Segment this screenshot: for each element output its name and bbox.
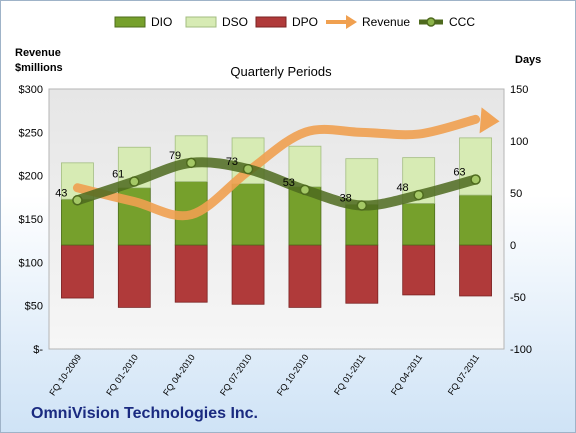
ccc-data-label: 61	[112, 169, 124, 181]
ccc-data-label: 43	[55, 187, 67, 199]
dpo-bar	[61, 244, 94, 299]
dso-bar	[288, 145, 322, 188]
dpo-bar	[345, 244, 379, 304]
left-axis-title-line2: $millions	[15, 62, 63, 74]
x-axis-ticks: FQ 10-2009 FQ 01-2010 FQ 04-2010 FQ 07-2010…	[47, 352, 481, 397]
dio-bar	[345, 204, 379, 246]
dpo-bar	[231, 244, 265, 305]
right-tick-label: -50	[510, 292, 526, 304]
dio-bar	[402, 202, 436, 246]
lines-group: 43 61 79 73 53 38 48 63	[55, 107, 500, 221]
right-tick-label: 100	[510, 136, 528, 148]
x-category-label: FQ 01-2010	[104, 352, 140, 397]
legend-revenue-arrow-icon	[326, 15, 357, 29]
x-category-label: FQ 07-2011	[446, 352, 481, 397]
right-tick-label: -100	[510, 344, 532, 356]
left-tick-label: $100	[19, 257, 43, 269]
right-tick-label: 0	[510, 240, 516, 252]
revenue-arrowhead	[479, 107, 500, 134]
ccc-point	[72, 195, 83, 206]
dio-bar	[231, 183, 265, 246]
dpo-bar	[117, 244, 151, 308]
legend-dso-label: DSO	[222, 15, 248, 29]
left-tick-label: $-	[33, 344, 43, 356]
ccc-point	[129, 176, 140, 187]
left-axis-title-line1: Revenue	[15, 47, 61, 59]
ccc-point	[299, 184, 311, 196]
ccc-data-label: 79	[169, 150, 181, 162]
legend-dio-swatch	[114, 16, 146, 28]
legend-revenue-label: Revenue	[362, 15, 410, 29]
ccc-point	[185, 157, 197, 169]
dpo-bar	[459, 244, 492, 297]
dio-bar	[459, 194, 492, 246]
ccc-point	[470, 174, 481, 185]
right-axis-ticks: -100 -50 0 50 100 150	[510, 84, 532, 356]
ccc-data-label: 73	[226, 156, 238, 168]
x-category-label: FQ 10-2009	[47, 352, 83, 397]
ccc-point	[356, 200, 368, 211]
dpo-bar	[174, 244, 208, 303]
ccc-data-label: 48	[396, 182, 408, 194]
company-name: OmniVision Technologies Inc.	[31, 405, 258, 422]
dio-bar	[61, 198, 94, 246]
dpo-bar	[288, 244, 322, 308]
legend-ccc-marker-icon	[419, 17, 443, 27]
legend-dpo-swatch	[255, 16, 287, 28]
left-tick-label: $200	[19, 171, 43, 183]
legend-dio-label: DIO	[151, 15, 172, 29]
legend-dpo-label: DPO	[292, 15, 318, 29]
x-category-label: FQ 04-2010	[161, 352, 197, 397]
right-axis-title: Days	[515, 54, 541, 66]
ccc-data-label: 63	[453, 166, 465, 178]
dpo-bar	[402, 244, 436, 296]
left-tick-label: $300	[19, 84, 43, 96]
right-tick-label: 50	[510, 188, 522, 200]
left-tick-label: $50	[25, 301, 43, 313]
x-category-label: FQ 01-2011	[332, 352, 367, 397]
legend-dso-swatch	[185, 16, 217, 28]
ccc-point	[242, 163, 254, 175]
x-category-label: FQ 07-2010	[218, 352, 254, 397]
right-tick-label: 150	[510, 84, 528, 96]
ccc-data-label: 53	[283, 177, 295, 189]
chart-title: Quarterly Periods	[230, 64, 332, 79]
ccc-point	[413, 189, 424, 201]
legend-ccc-label: CCC	[449, 15, 475, 29]
left-tick-label: $250	[19, 127, 43, 139]
revenue-line	[72, 114, 481, 221]
legend: DIO DSO DPO Revenue CCC	[114, 15, 475, 29]
left-axis-ticks: $- $50 $100 $150 $200 $250 $300	[19, 84, 44, 356]
left-tick-label: $150	[19, 214, 43, 226]
x-category-label: FQ 04-2011	[389, 352, 424, 397]
x-category-label: FQ 10-2010	[275, 352, 311, 397]
ccc-data-label: 38	[340, 192, 352, 204]
